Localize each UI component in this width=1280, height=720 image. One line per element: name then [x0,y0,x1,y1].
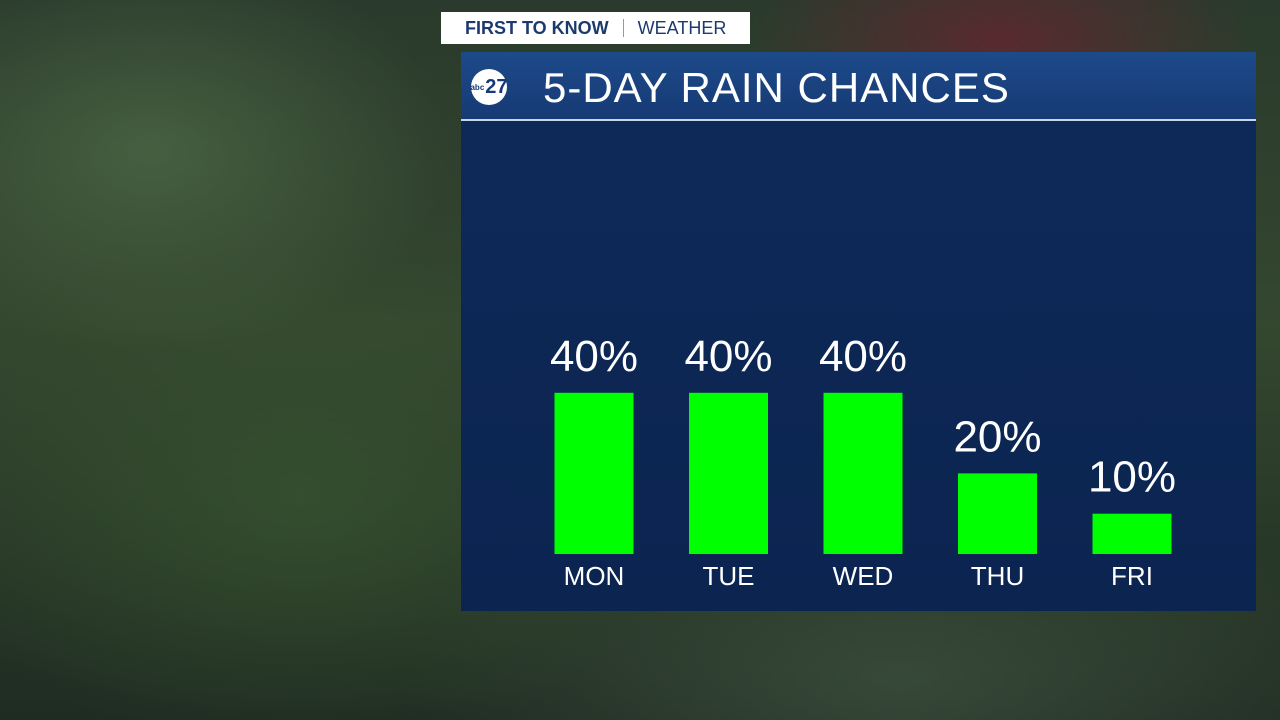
separator [622,19,624,37]
x-tick-label: FRI [1111,561,1153,591]
x-tick-label: TUE [703,561,755,591]
bar [554,392,634,554]
x-tick-label: WED [833,561,894,591]
bar [1092,513,1172,554]
value-label: 10% [1088,453,1176,502]
brand-tag: FIRST TO KNOW WEATHER [441,12,750,44]
bar [958,473,1037,554]
logo-channel: 27 [485,75,508,98]
brand-slogan: FIRST TO KNOW [465,17,609,38]
logo-network: abc [470,82,485,92]
station-logo: abc 27 [470,69,508,105]
chart-title: 5-DAY RAIN CHANCES [543,64,1010,111]
value-label: 40% [684,332,772,381]
bar [689,392,768,554]
title-bar: abc 27 5-DAY RAIN CHANCES [461,52,1256,121]
bar [823,392,903,554]
value-label: 20% [953,412,1041,461]
x-tick-label: THU [971,561,1024,591]
value-label: 40% [550,332,638,381]
x-tick-label: MON [564,561,625,591]
brand-section: WEATHER [637,17,727,38]
value-label: 40% [819,332,907,381]
